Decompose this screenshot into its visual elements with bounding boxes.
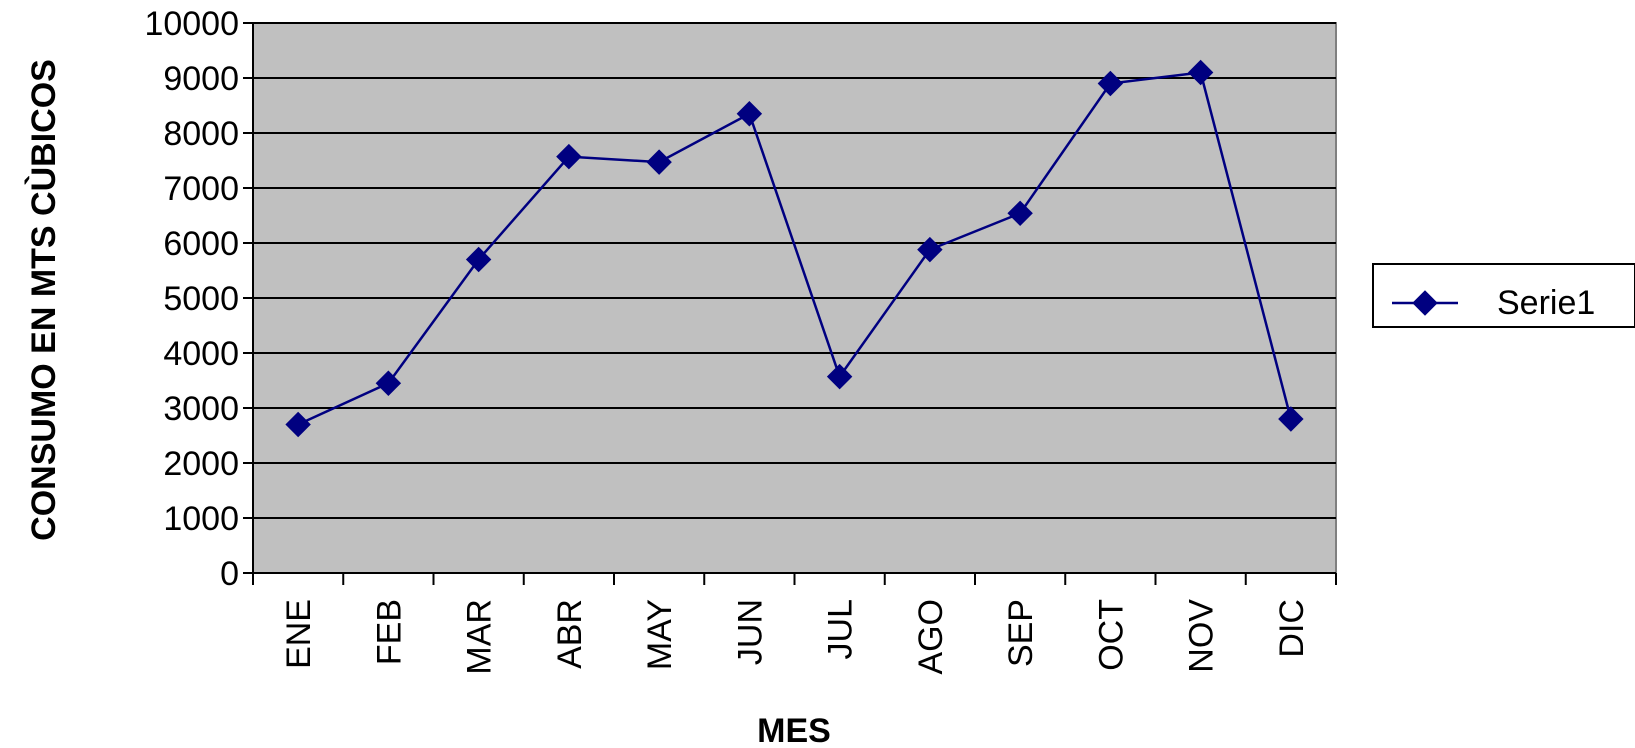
y-tick-label: 9000 (163, 60, 239, 98)
data-point (917, 236, 943, 263)
x-tick-label: JUL (822, 599, 860, 659)
data-point (465, 246, 492, 273)
x-tick-label: SEP (1002, 599, 1040, 667)
x-tick-label: ENE (280, 599, 318, 669)
y-tick-label: 6000 (163, 225, 239, 263)
data-point (736, 101, 763, 127)
data-point (375, 370, 402, 396)
x-tick-label: OCT (1092, 599, 1130, 671)
y-tick-label: 3000 (163, 390, 239, 428)
y-tick-label: 4000 (163, 335, 239, 373)
y-tick-label: 2000 (163, 445, 239, 483)
legend-label: Serie1 (1497, 284, 1595, 322)
y-tick-labels: 0 1000 2000 3000 4000 5000 6000 7000 8000 9000 100… (144, 5, 239, 593)
data-point (826, 363, 853, 390)
y-tick-label: 8000 (163, 115, 239, 153)
x-tick-labels: ENE FEB MAR ABR MAY JUN JUL AGO SEP OCT NOV DIC (280, 599, 1311, 675)
x-tick-label: DIC (1273, 599, 1311, 658)
data-point (556, 143, 582, 170)
data-point (646, 149, 672, 175)
x-tick-label: MAY (641, 599, 679, 670)
series-line (297, 71, 1293, 426)
x-tick-label: JUN (731, 599, 769, 665)
x-tick-label: ABR (551, 599, 589, 669)
x-tick-label: NOV (1183, 599, 1221, 673)
y-tick-label: 1000 (163, 500, 239, 538)
y-tick-label: 0 (220, 555, 239, 593)
legend-box (1372, 263, 1635, 328)
y-tick-label: 10000 (144, 5, 239, 43)
gridlines (253, 22, 1336, 519)
y-tick-label: 7000 (163, 170, 239, 208)
x-tick-label: FEB (370, 599, 408, 665)
axes (243, 22, 1337, 585)
legend: Serie1 (1372, 263, 1635, 328)
x-tick-label: MAR (461, 599, 499, 675)
x-tick-label: AGO (912, 599, 950, 675)
data-point (285, 411, 311, 438)
y-tick-label: 5000 (163, 280, 239, 318)
x-axis-title: MES (757, 712, 831, 748)
y-axis-title: CONSUMO EN MTS CÙBICOS (25, 59, 63, 541)
series-group (285, 59, 1304, 438)
